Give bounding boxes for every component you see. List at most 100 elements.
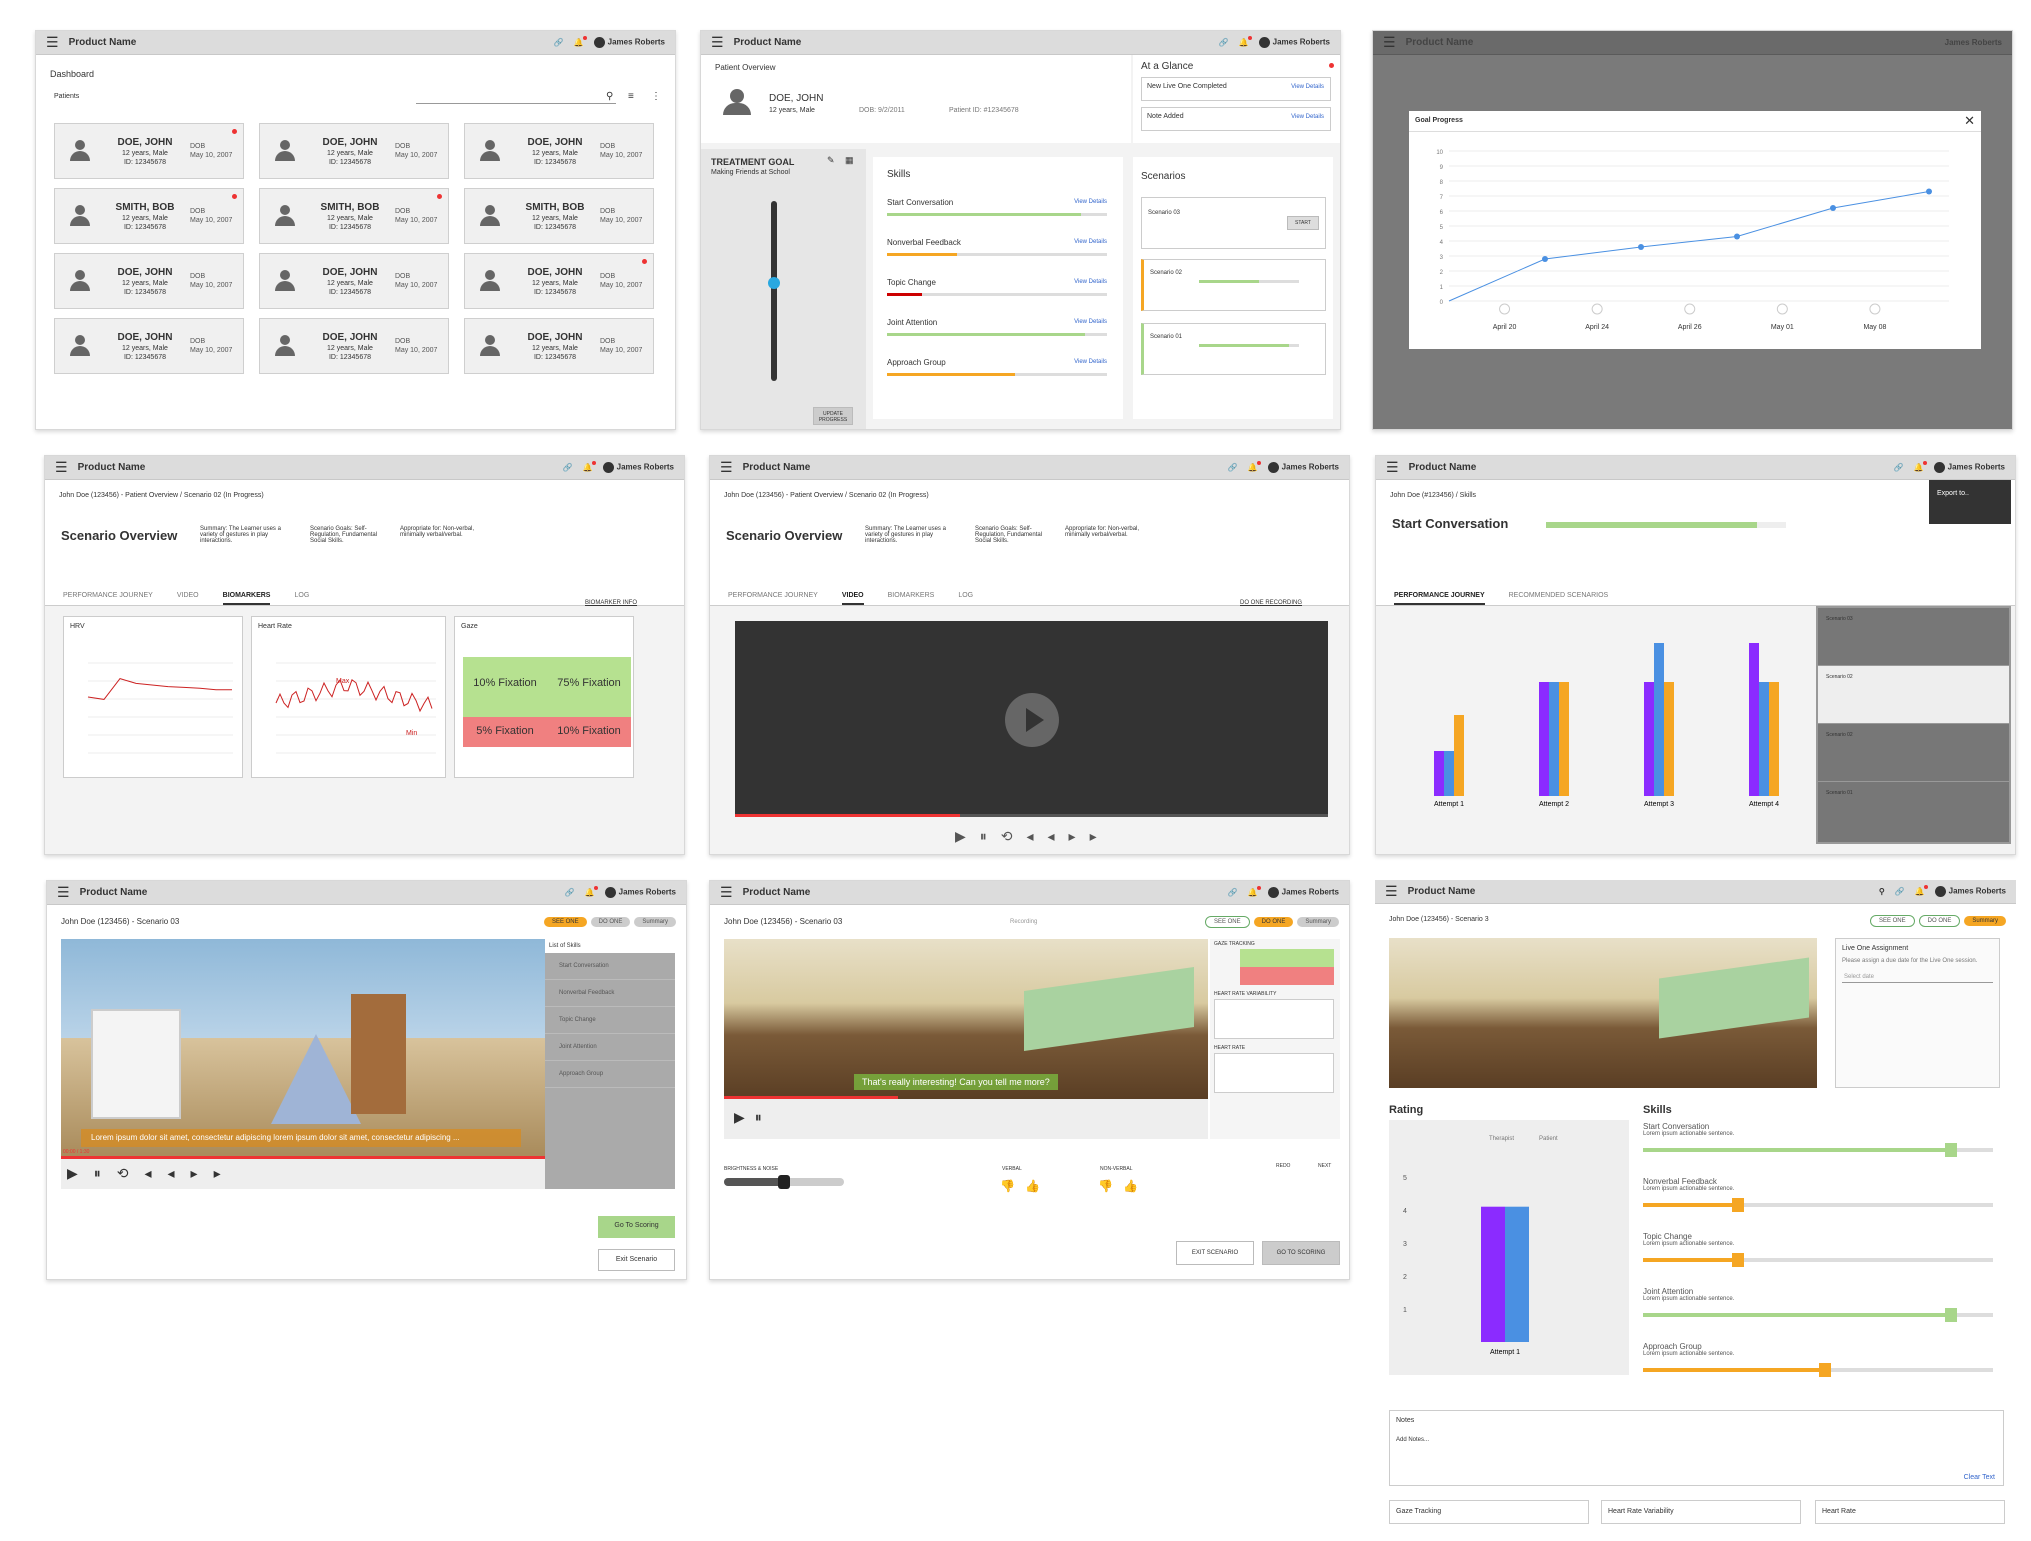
link-icon[interactable]: 🔗 [1227, 888, 1238, 897]
patient-card[interactable]: DOE, JOHN 12 years, Male ID: 12345678 DOB Ma… [464, 318, 654, 374]
tab-log[interactable]: LOG [294, 592, 310, 599]
link-icon[interactable]: 🔗 [1894, 887, 1905, 896]
summary-pill[interactable]: Summary [634, 917, 676, 927]
link-icon[interactable]: 🔗 [564, 888, 575, 897]
exit-scenario-button[interactable]: Exit Scenario [598, 1249, 675, 1271]
go-to-scoring-button[interactable]: Go To Scoring [598, 1216, 675, 1238]
menu-icon[interactable]: ☰ [711, 34, 724, 50]
skill-score-row[interactable]: Approach Group Lorem ipsum actionable sen… [1643, 1342, 2003, 1392]
heart-rate-card[interactable]: Heart Rate [1815, 1500, 2005, 1524]
bell-icon[interactable]: 🔔 [1913, 461, 1927, 472]
user-menu[interactable]: James Roberts [1934, 886, 2006, 897]
patient-card[interactable]: SMITH, BOB 12 years, Male ID: 12345678 DOB M… [54, 188, 244, 244]
exit-scenario-button[interactable]: EXIT SCENARIO [1176, 1241, 1254, 1265]
do-one-pill[interactable]: DO ONE [590, 917, 631, 927]
patient-card[interactable]: DOE, JOHN 12 years, Male ID: 12345678 DOB Ma… [464, 123, 654, 179]
more-icon[interactable]: ⋮ [651, 91, 661, 102]
tab-performance[interactable]: PERFORMANCE JOURNEY [63, 592, 153, 599]
bell-icon[interactable]: 🔔 [584, 886, 598, 897]
user-menu[interactable]: James Roberts [593, 37, 665, 48]
menu-icon[interactable]: ☰ [57, 884, 70, 900]
tab-biomarkers[interactable]: BIOMARKERS [222, 592, 271, 605]
skill-score-row[interactable]: Topic Change Lorem ipsum actionable sente… [1643, 1232, 2003, 1282]
video-controls[interactable]: ▶⏸⟲◂◂▸▸ [955, 828, 1111, 844]
filter-icon[interactable]: ≡ [628, 91, 634, 102]
skill-score-row[interactable]: Nonverbal Feedback Lorem ipsum actionable… [1643, 1177, 2003, 1227]
next-button[interactable]: NEXT [1318, 1163, 1332, 1169]
user-menu[interactable]: James Roberts [1933, 462, 2005, 473]
user-menu[interactable]: James Roberts [1267, 462, 1339, 473]
menu-icon[interactable]: ☰ [46, 34, 59, 50]
bell-icon[interactable]: 🔔 [1238, 36, 1252, 47]
notes-input[interactable]: Add Notes... [1396, 1437, 1430, 1443]
update-progress-button[interactable]: UPDATE PROGRESS [813, 407, 853, 425]
link-icon[interactable]: 🔗 [1227, 463, 1238, 472]
bell-icon[interactable]: 🔔 [1914, 885, 1928, 896]
link-icon[interactable]: 🔗 [562, 463, 573, 472]
menu-icon[interactable]: ☰ [720, 459, 733, 475]
go-to-scoring-button[interactable]: GO TO SCORING [1262, 1241, 1340, 1265]
tab-performance[interactable]: PERFORMANCE JOURNEY [728, 592, 818, 599]
menu-icon[interactable]: ☰ [1386, 459, 1399, 475]
do-one-pill[interactable]: DO ONE [1253, 917, 1294, 927]
view-details-link[interactable]: View Details [1074, 199, 1107, 205]
skill-row[interactable]: Approach Group View Details [887, 357, 1107, 387]
user-menu[interactable]: James Roberts [602, 462, 674, 473]
view-details-link[interactable]: View Details [1291, 84, 1324, 90]
patient-card[interactable]: DOE, JOHN 12 years, Male ID: 12345678 DOB Ma… [259, 318, 449, 374]
scenario-item[interactable]: Scenario 01 [1141, 323, 1326, 375]
patient-card[interactable]: DOE, JOHN 12 years, Male ID: 12345678 DOB Ma… [259, 253, 449, 309]
view-details-link[interactable]: View Details [1074, 359, 1107, 365]
menu-icon[interactable]: ☰ [55, 459, 68, 475]
vr-scene-classroom[interactable]: That's really interesting! Can you tell … [724, 939, 1208, 1099]
link-icon[interactable]: 🔗 [1218, 38, 1229, 47]
glance-item[interactable]: New Live One Completed View Details [1141, 77, 1331, 101]
patient-card[interactable]: DOE, JOHN 12 years, Male ID: 12345678 DOB Ma… [54, 253, 244, 309]
skill-list-item[interactable]: Start Conversation [545, 953, 675, 980]
view-details-link[interactable]: View Details [1074, 319, 1107, 325]
user-menu[interactable]: James Roberts [1267, 887, 1339, 898]
bell-icon[interactable]: 🔔 [573, 36, 587, 47]
skill-list-item[interactable]: Topic Change [545, 1007, 675, 1034]
skill-score-row[interactable]: Joint Attention Lorem ipsum actionable se… [1643, 1287, 2003, 1337]
side-item[interactable]: Scenario 02 [1818, 724, 2009, 782]
patient-card[interactable]: DOE, JOHN 12 years, Male ID: 12345678 DOB Ma… [259, 123, 449, 179]
link-icon[interactable]: 🔗 [1893, 463, 1904, 472]
tab-video[interactable]: VIDEO [176, 592, 199, 599]
nonverbal-thumbs[interactable]: 👎👍 [1098, 1179, 1148, 1193]
patient-card[interactable]: DOE, JOHN 12 years, Male ID: 12345678 DOB Ma… [54, 123, 244, 179]
user-menu[interactable]: James Roberts [1258, 37, 1330, 48]
video-progress[interactable] [735, 814, 961, 817]
summary-pill[interactable]: Summary [1297, 917, 1339, 927]
video-player[interactable] [735, 621, 1328, 817]
patient-card[interactable]: SMITH, BOB 12 years, Male ID: 12345678 DOB M… [259, 188, 449, 244]
user-menu[interactable]: James Roberts [604, 887, 676, 898]
patient-card[interactable]: DOE, JOHN 12 years, Male ID: 12345678 DOB Ma… [54, 318, 244, 374]
skill-row[interactable]: Nonverbal Feedback View Details [887, 237, 1107, 267]
side-item[interactable]: Scenario 01 [1826, 790, 1853, 796]
side-item[interactable]: Scenario 03 [1818, 608, 2009, 666]
patient-card[interactable]: DOE, JOHN 12 years, Male ID: 12345678 DOB Ma… [464, 253, 654, 309]
play-icon[interactable] [1005, 693, 1059, 747]
side-item-selected[interactable]: Scenario 02 [1818, 666, 2009, 724]
date-input[interactable]: Select date [1842, 972, 1993, 983]
skill-score-row[interactable]: Start Conversation Lorem ipsum actionable… [1643, 1122, 2003, 1172]
tab-video[interactable]: VIDEO [841, 592, 864, 605]
see-one-pill[interactable]: SEE ONE [1204, 916, 1250, 928]
search-icon[interactable]: ⚲ [1878, 887, 1885, 896]
skill-row[interactable]: Joint Attention View Details [887, 317, 1107, 347]
tab-biomarkers[interactable]: BIOMARKERS [887, 592, 935, 599]
tab-log[interactable]: LOG [958, 592, 974, 599]
skill-list-item[interactable]: Nonverbal Feedback [545, 980, 675, 1007]
bell-icon[interactable]: 🔔 [1247, 886, 1261, 897]
slider-handle[interactable] [768, 277, 780, 289]
menu-icon[interactable]: ☰ [720, 884, 733, 900]
patient-card[interactable]: SMITH, BOB 12 years, Male ID: 12345678 DOB M… [464, 188, 654, 244]
redo-button[interactable]: REDO [1276, 1163, 1291, 1169]
clear-text-link[interactable]: Clear Text [1963, 1474, 1995, 1481]
close-icon[interactable]: ✕ [1964, 113, 1975, 128]
start-button[interactable]: START [1287, 216, 1319, 230]
scenario-item[interactable]: Scenario 03 START [1141, 197, 1326, 249]
skill-list-item[interactable]: Joint Attention [545, 1034, 675, 1061]
search-line[interactable] [416, 103, 616, 104]
